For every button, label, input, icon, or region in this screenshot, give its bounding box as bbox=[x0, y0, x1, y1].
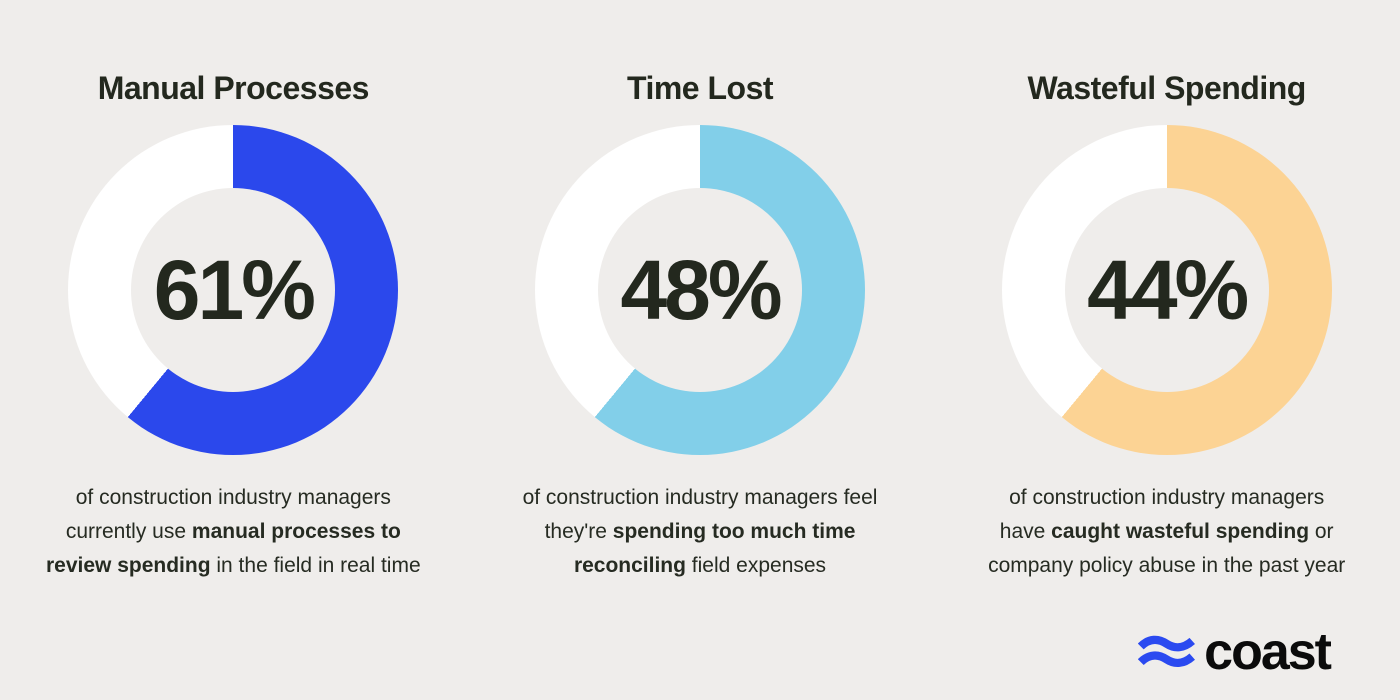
card-title: Time Lost bbox=[626, 70, 774, 106]
card-description: of construction industry managers have ca… bbox=[988, 486, 1346, 577]
card-time-lost: Time Lost 48% of construction industry m… bbox=[467, 70, 934, 583]
stat-cards-row: Manual Processes 61% of construction ind… bbox=[0, 70, 1400, 583]
donut-chart: 61% bbox=[68, 125, 399, 455]
donut-chart: 48% bbox=[535, 125, 865, 455]
card-manual-processes: Manual Processes 61% of construction ind… bbox=[0, 70, 467, 583]
coast-logo: coast bbox=[1138, 623, 1332, 681]
card-wasteful-spending: Wasteful Spending 44% of construction in… bbox=[933, 70, 1400, 583]
donut-hole: 61% bbox=[131, 188, 336, 392]
donut-hole: 44% bbox=[1064, 188, 1269, 392]
card-description: of construction industry managers feel th… bbox=[522, 486, 878, 577]
coast-wordmark: coast bbox=[1204, 623, 1332, 681]
donut-percent-label: 48% bbox=[620, 243, 782, 337]
donut-chart: 44% bbox=[1001, 125, 1332, 455]
donut-percent-label: 61% bbox=[153, 243, 316, 337]
donut-hole: 48% bbox=[598, 188, 802, 392]
waves-icon bbox=[1138, 635, 1196, 667]
card-title: Manual Processes bbox=[97, 70, 370, 106]
donut-percent-label: 44% bbox=[1087, 243, 1249, 337]
card-title: Wasteful Spending bbox=[1027, 70, 1307, 106]
card-description: of construction industry managers current… bbox=[46, 486, 421, 577]
